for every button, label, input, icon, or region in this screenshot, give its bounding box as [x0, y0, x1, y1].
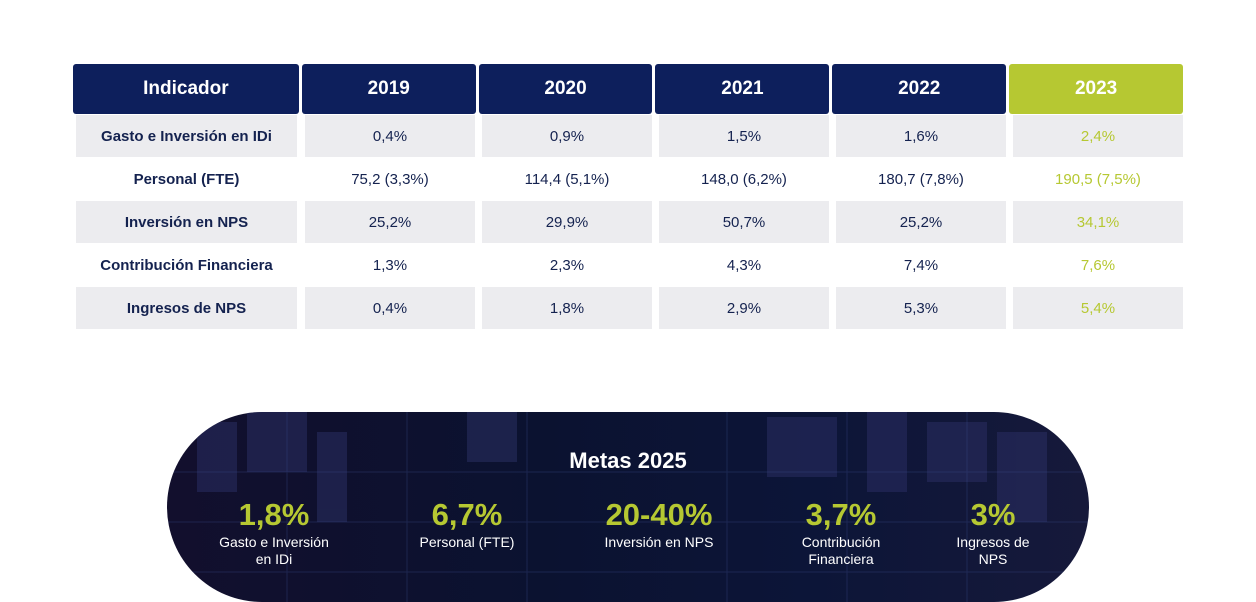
header-2022: 2022	[832, 64, 1007, 114]
table-cell: 1,6%	[836, 115, 1006, 157]
building-background-image	[167, 412, 1089, 602]
table-cell: 180,7 (7,8%)	[878, 170, 964, 188]
row-label: Gasto e Inversión en IDi	[76, 115, 297, 157]
indicators-table: Indicador 2019 2020 2021 2022 2023 Gasto…	[73, 64, 1184, 329]
goal-value: 3%	[970, 497, 1016, 532]
goal-item: 20-40% Inversión en NPS	[574, 498, 744, 551]
table-row: Ingresos de NPS 0,4% 1,8% 2,9% 5,3% 5,4%	[73, 287, 1183, 329]
table-cell: 148,0 (6,2%)	[701, 170, 787, 188]
table-cell: 114,4 (5,1%)	[524, 170, 610, 188]
table-cell: 4,3%	[726, 256, 762, 274]
table-cell-highlight: 190,5 (7,5%)	[1055, 170, 1141, 188]
table-row: Contribución Financiera 1,3% 2,3% 4,3% 7…	[73, 244, 1183, 286]
header-2021: 2021	[655, 64, 830, 114]
goal-label: Personal (FTE)	[419, 534, 515, 550]
table-row: Gasto e Inversión en IDi 0,4% 0,9% 1,5% …	[73, 115, 1183, 157]
header-2019: 2019	[301, 64, 476, 114]
goal-item: 3,7% Contribución Financiera	[756, 498, 926, 568]
table-cell: 0,4%	[305, 287, 475, 329]
goal-value: 6,7%	[431, 497, 503, 532]
goal-label: Ingresos de NPS	[956, 534, 1030, 567]
table-cell: 7,4%	[903, 256, 939, 274]
goal-value: 20-40%	[605, 497, 713, 532]
table-cell: 1,8%	[482, 287, 652, 329]
table-header-row: Indicador 2019 2020 2021 2022 2023	[73, 64, 1184, 114]
goals-title: Metas 2025	[569, 448, 687, 473]
header-2023: 2023	[1009, 64, 1184, 114]
table-cell: 2,9%	[659, 287, 829, 329]
table-cell: 29,9%	[482, 201, 652, 243]
goal-value: 3,7%	[805, 497, 877, 532]
goal-item: 3% Ingresos de NPS	[908, 498, 1078, 568]
table-cell: 0,9%	[482, 115, 652, 157]
table-cell: 25,2%	[836, 201, 1006, 243]
row-label: Inversión en NPS	[76, 201, 297, 243]
goal-label: Contribución Financiera	[801, 534, 881, 567]
goal-label: Gasto e Inversión en IDi	[219, 534, 329, 567]
goal-label: Inversión en NPS	[604, 534, 714, 550]
table-cell: 1,3%	[372, 256, 408, 274]
row-label: Contribución Financiera	[100, 256, 273, 274]
goal-item: 1,8% Gasto e Inversión en IDi	[189, 498, 359, 568]
table-cell: 1,5%	[659, 115, 829, 157]
row-label: Ingresos de NPS	[76, 287, 297, 329]
table-cell: 50,7%	[659, 201, 829, 243]
goal-item: 6,7% Personal (FTE)	[382, 498, 552, 551]
table-cell: 25,2%	[305, 201, 475, 243]
header-2020: 2020	[478, 64, 653, 114]
table-cell: 2,3%	[549, 256, 585, 274]
table-cell: 75,2 (3,3%)	[351, 170, 429, 188]
table-cell-highlight: 7,6%	[1080, 256, 1116, 274]
header-indicator: Indicador	[73, 64, 299, 114]
table-cell: 5,3%	[836, 287, 1006, 329]
table-row: Inversión en NPS 25,2% 29,9% 50,7% 25,2%…	[73, 201, 1183, 243]
table-cell-highlight: 2,4%	[1013, 115, 1183, 157]
goal-value: 1,8%	[238, 497, 310, 532]
row-label: Personal (FTE)	[133, 170, 240, 188]
table-cell-highlight: 34,1%	[1013, 201, 1183, 243]
table-cell: 0,4%	[305, 115, 475, 157]
goals-banner: Metas 2025 1,8% Gasto e Inversión en IDi…	[167, 412, 1089, 602]
table-row: Personal (FTE) 75,2 (3,3%) 114,4 (5,1%) …	[73, 158, 1183, 200]
table-cell-highlight: 5,4%	[1013, 287, 1183, 329]
